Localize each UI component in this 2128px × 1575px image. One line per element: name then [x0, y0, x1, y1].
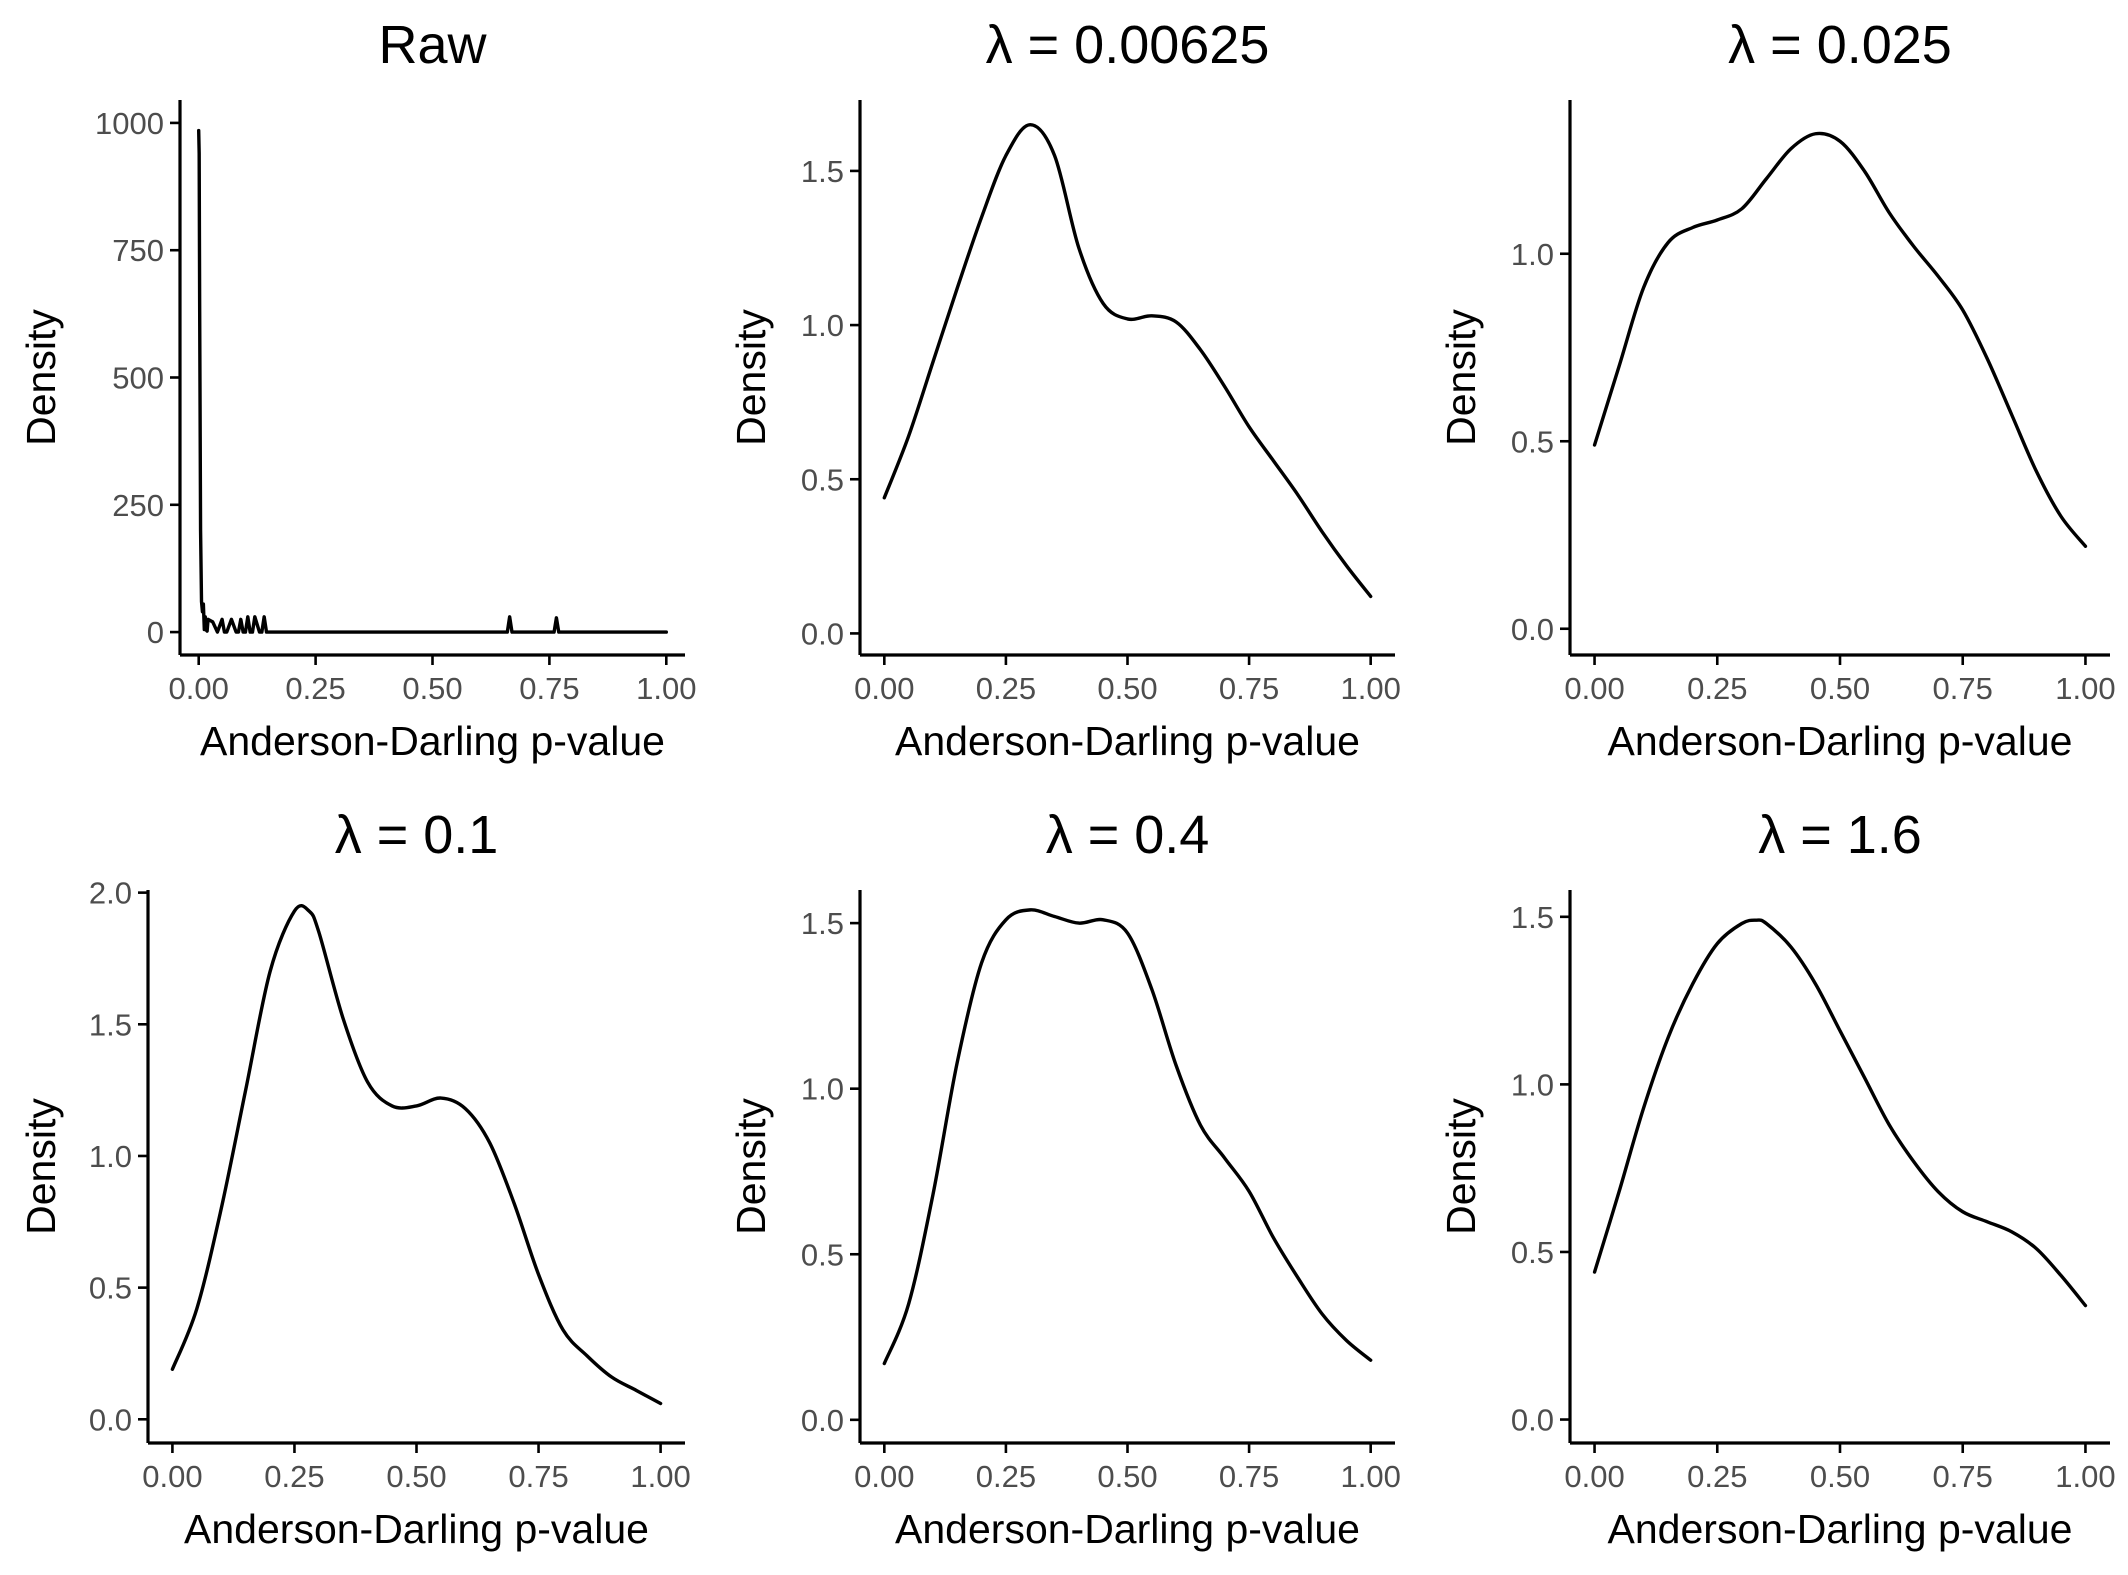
x-tick-label: 0.75: [508, 1459, 568, 1494]
panel-title: λ = 0.00625: [986, 15, 1270, 75]
x-tick-label: 0.25: [976, 671, 1036, 706]
x-tick-label: 0.75: [1933, 671, 1993, 706]
x-axis-label: Anderson-Darling p-value: [1608, 1506, 2073, 1552]
density-curve: [1592, 918, 2088, 1308]
chart-panel-5: λ = 0.4 0.00 0.25 0.50 0.75 1.00 0.0 0.5 1.0 1.5 A…: [728, 805, 1401, 1552]
chart-panel-4: λ = 0.1 0.00 0.25 0.50 0.75 1.00 0.0 0.5 1.0 1.5 2…: [18, 805, 691, 1552]
panel-title: λ = 0.1: [335, 805, 499, 865]
x-tick-label: 0.25: [285, 671, 345, 706]
x-tick-label: 1.00: [630, 1459, 690, 1494]
y-axis-label: Density: [728, 1098, 774, 1235]
x-tick-label: 0.75: [1933, 1459, 1993, 1494]
panel-title: λ = 0.025: [1728, 15, 1952, 75]
chart-panel-1: Raw 0.00 0.25 0.50 0.75 1.00 0 250 500 750 1000 And…: [18, 15, 696, 764]
x-tick-label: 0.75: [1219, 671, 1279, 706]
x-tick-label: 0.50: [1810, 1459, 1870, 1494]
y-tick-label: 0.5: [801, 1237, 844, 1272]
y-tick-label: 0: [147, 615, 164, 650]
density-curve: [882, 122, 1373, 599]
panel-title: λ = 1.6: [1758, 805, 1922, 865]
y-tick-label: 1.0: [801, 308, 844, 343]
density-curve: [1592, 131, 2088, 548]
y-tick-label: 0.0: [1511, 1403, 1554, 1438]
y-tick-label: 1.0: [89, 1139, 132, 1174]
x-tick-label: 0.75: [1219, 1459, 1279, 1494]
y-tick-label: 1.5: [89, 1007, 132, 1042]
x-axis-label: Anderson-Darling p-value: [184, 1506, 649, 1552]
x-axis-label: Anderson-Darling p-value: [895, 718, 1360, 764]
y-tick-label: 500: [112, 361, 164, 396]
x-axis-label: Anderson-Darling p-value: [200, 718, 665, 764]
y-tick-label: 0.0: [801, 1403, 844, 1438]
y-tick-label: 0.0: [1511, 612, 1554, 647]
y-tick-label: 1.5: [1511, 900, 1554, 935]
y-axis-label: Density: [18, 309, 64, 446]
panel-title: Raw: [378, 15, 487, 75]
x-tick-label: 0.75: [519, 671, 579, 706]
y-tick-label: 1000: [95, 106, 164, 141]
x-tick-label: 0.25: [1687, 1459, 1747, 1494]
y-tick-label: 0.0: [89, 1402, 132, 1437]
y-tick-label: 0.0: [801, 616, 844, 651]
chart-panel-6: λ = 1.6 0.00 0.25 0.50 0.75 1.00 0.0 0.5 1.0 1.5 A…: [1438, 805, 2116, 1552]
y-tick-label: 250: [112, 488, 164, 523]
x-tick-label: 0.00: [169, 671, 229, 706]
x-tick-label: 0.50: [1097, 1459, 1157, 1494]
y-axis-label: Density: [18, 1098, 64, 1235]
y-tick-label: 1.5: [801, 906, 844, 941]
x-tick-label: 0.25: [264, 1459, 324, 1494]
y-axis-label: Density: [1438, 309, 1484, 446]
x-tick-label: 1.00: [2055, 671, 2115, 706]
y-tick-label: 0.5: [89, 1271, 132, 1306]
x-tick-label: 0.50: [1097, 671, 1157, 706]
y-tick-label: 1.0: [1511, 1067, 1554, 1102]
x-axis-label: Anderson-Darling p-value: [1608, 718, 2073, 764]
y-tick-label: 1.0: [801, 1072, 844, 1107]
x-tick-label: 0.25: [976, 1459, 1036, 1494]
chart-panel-3: λ = 0.025 0.00 0.25 0.50 0.75 1.00 0.0 0.5 1.0 An…: [1438, 15, 2116, 764]
x-tick-label: 0.50: [402, 671, 462, 706]
chart-panel-2: λ = 0.00625 0.00 0.25 0.50 0.75 1.00 0.0 0.5 1.0…: [728, 15, 1401, 764]
x-tick-label: 1.00: [636, 671, 696, 706]
y-tick-label: 750: [112, 233, 164, 268]
x-tick-label: 0.00: [854, 1459, 914, 1494]
x-tick-label: 0.50: [386, 1459, 446, 1494]
x-axis-label: Anderson-Darling p-value: [895, 1506, 1360, 1552]
y-tick-label: 1.5: [801, 154, 844, 189]
density-curve: [882, 908, 1373, 1366]
x-tick-label: 0.00: [142, 1459, 202, 1494]
panel-title: λ = 0.4: [1046, 805, 1210, 865]
x-tick-label: 1.00: [1341, 671, 1401, 706]
y-tick-label: 2.0: [89, 876, 132, 911]
y-tick-label: 0.5: [801, 462, 844, 497]
y-tick-label: 0.5: [1511, 424, 1554, 459]
x-tick-label: 0.00: [854, 671, 914, 706]
x-tick-label: 0.25: [1687, 671, 1747, 706]
y-tick-label: 0.5: [1511, 1235, 1554, 1270]
density-curve: [170, 904, 663, 1406]
x-tick-label: 1.00: [1341, 1459, 1401, 1494]
y-tick-label: 1.0: [1511, 237, 1554, 272]
y-axis-label: Density: [728, 309, 774, 446]
x-tick-label: 0.00: [1564, 1459, 1624, 1494]
x-tick-label: 0.50: [1810, 671, 1870, 706]
y-axis-label: Density: [1438, 1098, 1484, 1235]
x-tick-label: 0.00: [1564, 671, 1624, 706]
density-curve: [197, 128, 668, 634]
x-tick-label: 1.00: [2055, 1459, 2115, 1494]
